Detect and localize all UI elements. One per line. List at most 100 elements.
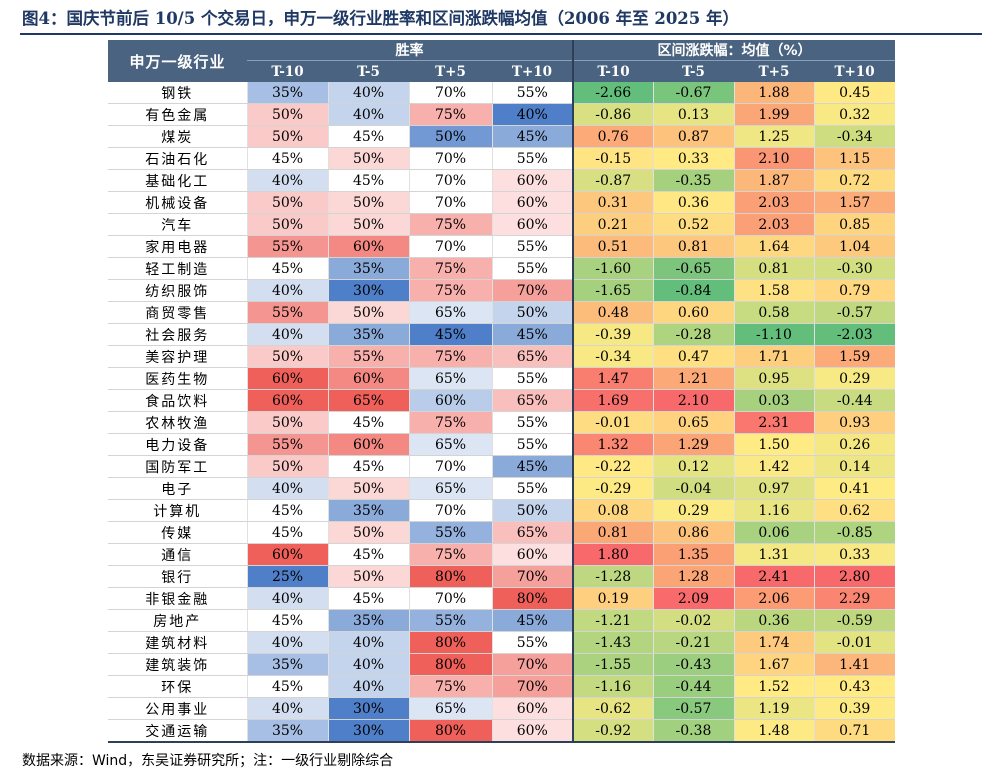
win-rate-cell: 45% bbox=[246, 147, 328, 170]
return-cell: 1.47 bbox=[572, 367, 653, 390]
return-cell: 0.33 bbox=[652, 147, 734, 170]
win-rate-cell: 50% bbox=[327, 147, 409, 170]
win-rate-cell: 50% bbox=[327, 521, 409, 544]
win-rate-cell: 60% bbox=[246, 543, 328, 566]
return-cell: 0.43 bbox=[813, 675, 896, 698]
return-cell: -2.03 bbox=[813, 323, 896, 346]
industry-name: 环保 bbox=[108, 675, 247, 698]
win-rate-cell: 50% bbox=[246, 455, 328, 478]
table-row: 环保 45% 40% 75% 70% -1.16 -0.44 1.52 0.43 bbox=[108, 675, 896, 698]
table-row: 非银金融 40% 45% 70% 80% 0.19 2.09 2.06 2.29 bbox=[108, 587, 896, 610]
return-cell: 0.72 bbox=[813, 169, 896, 192]
industry-stats-table: 申万一级行业 胜率 区间涨跌幅：均值（%） T-10 T-5 T+5 T+10 T-10… bbox=[108, 40, 896, 743]
win-rate-cell: 35% bbox=[246, 653, 328, 676]
win-rate-cell: 70% bbox=[408, 499, 492, 522]
return-cell: 0.36 bbox=[652, 191, 734, 214]
return-cell: 0.26 bbox=[813, 433, 896, 456]
win-rate-cell: 70% bbox=[408, 82, 492, 104]
win-rate-cell: 60% bbox=[491, 169, 573, 192]
return-cell: -1.43 bbox=[572, 631, 653, 654]
return-cell: 0.48 bbox=[572, 301, 653, 324]
table-row: 食品饮料 60% 65% 60% 65% 1.69 2.10 0.03 -0.44 bbox=[108, 389, 896, 412]
industry-name: 商贸零售 bbox=[108, 301, 247, 324]
return-cell: -0.30 bbox=[813, 257, 896, 280]
return-cell: 0.97 bbox=[733, 477, 814, 500]
win-rate-cell: 50% bbox=[327, 191, 409, 214]
table-row: 银行 25% 50% 80% 70% -1.28 1.28 2.41 2.80 bbox=[108, 565, 896, 588]
return-cell: -1.60 bbox=[572, 257, 653, 280]
industry-name: 煤炭 bbox=[108, 125, 247, 148]
win-rate-cell: 50% bbox=[246, 213, 328, 236]
table-body: 钢铁 35% 40% 70% 55% -2.66 -0.67 1.88 0.45 有色金属 50% 4… bbox=[108, 82, 896, 743]
return-cell: 1.48 bbox=[733, 719, 814, 743]
return-group-header: 区间涨跌幅：均值（%） bbox=[571, 40, 896, 61]
win-rate-cell: 55% bbox=[491, 477, 573, 500]
return-cell: 0.71 bbox=[813, 719, 896, 743]
return-period-header: T+5 bbox=[734, 60, 814, 82]
return-cell: -0.01 bbox=[572, 411, 653, 434]
win-rate-cell: 60% bbox=[491, 543, 573, 566]
return-cell: 1.41 bbox=[813, 653, 896, 676]
return-cell: 0.29 bbox=[652, 499, 734, 522]
table-row: 传媒 45% 50% 55% 65% 0.81 0.86 0.06 -0.85 bbox=[108, 521, 896, 544]
return-cell: -0.59 bbox=[813, 609, 896, 632]
table-row: 家用电器 55% 60% 70% 55% 0.51 0.81 1.64 1.04 bbox=[108, 235, 896, 258]
return-cell: 1.52 bbox=[733, 675, 814, 698]
win-rate-cell: 45% bbox=[491, 323, 573, 346]
return-cell: 2.03 bbox=[733, 191, 814, 214]
figure-title: 图4：国庆节前后 10/5 个交易日，申万一级行业胜率和区间涨跌幅均值（2006… bbox=[22, 9, 740, 28]
table-row: 通信 60% 45% 75% 60% 1.80 1.35 1.31 0.33 bbox=[108, 543, 896, 566]
return-cell: 1.28 bbox=[652, 565, 734, 588]
win-rate-cell: 50% bbox=[327, 301, 409, 324]
win-rate-cell: 55% bbox=[246, 433, 328, 456]
win-rate-cell: 60% bbox=[246, 389, 328, 412]
return-period-header: T-5 bbox=[653, 60, 734, 82]
win-rate-cell: 50% bbox=[408, 125, 492, 148]
industry-name: 机械设备 bbox=[108, 191, 247, 214]
table-row: 公用事业 40% 30% 65% 60% -0.62 -0.57 1.19 0.39 bbox=[108, 697, 896, 720]
return-cell: -0.43 bbox=[652, 653, 734, 676]
win-rate-cell: 75% bbox=[408, 345, 492, 368]
return-cell: -0.38 bbox=[652, 719, 734, 743]
return-cell: 1.69 bbox=[572, 389, 653, 412]
return-cell: 1.58 bbox=[733, 279, 814, 302]
win-rate-cell: 40% bbox=[246, 697, 328, 720]
win-rate-cell: 40% bbox=[246, 323, 328, 346]
return-cell: -0.22 bbox=[572, 455, 653, 478]
win-rate-cell: 65% bbox=[408, 301, 492, 324]
return-cell: -0.92 bbox=[572, 719, 653, 743]
win-rate-cell: 50% bbox=[246, 345, 328, 368]
return-cell: 0.65 bbox=[652, 411, 734, 434]
win-rate-cell: 80% bbox=[408, 719, 492, 743]
return-cell: 2.03 bbox=[733, 213, 814, 236]
return-cell: 0.76 bbox=[572, 125, 653, 148]
win-rate-cell: 40% bbox=[246, 279, 328, 302]
win-rate-cell: 40% bbox=[327, 675, 409, 698]
win-rate-cell: 40% bbox=[246, 587, 328, 610]
win-rate-cell: 80% bbox=[408, 653, 492, 676]
return-cell: 1.57 bbox=[813, 191, 896, 214]
win-rate-cell: 50% bbox=[246, 411, 328, 434]
win-rate-cell: 65% bbox=[408, 697, 492, 720]
win-rate-cell: 60% bbox=[327, 433, 409, 456]
win-rate-cell: 35% bbox=[327, 257, 409, 280]
source-note: 数据来源：Wind，东吴证券研究所；注：一级行业剔除综合 bbox=[22, 753, 394, 769]
win-rate-cell: 55% bbox=[408, 521, 492, 544]
win-rate-period-header: T+5 bbox=[409, 60, 492, 82]
table-row: 石油石化 45% 50% 70% 55% -0.15 0.33 2.10 1.15 bbox=[108, 147, 896, 170]
table-row: 商贸零售 55% 50% 65% 50% 0.48 0.60 0.58 -0.57 bbox=[108, 301, 896, 324]
win-rate-cell: 55% bbox=[491, 82, 573, 104]
return-cell: 0.14 bbox=[813, 455, 896, 478]
win-rate-cell: 50% bbox=[491, 301, 573, 324]
table-row: 美容护理 50% 55% 75% 65% -0.34 0.47 1.71 1.59 bbox=[108, 345, 896, 368]
return-cell: 0.08 bbox=[572, 499, 653, 522]
win-rate-cell: 70% bbox=[408, 235, 492, 258]
win-rate-cell: 65% bbox=[491, 521, 573, 544]
win-rate-cell: 40% bbox=[246, 477, 328, 500]
win-rate-cell: 60% bbox=[327, 235, 409, 258]
return-cell: 1.31 bbox=[733, 543, 814, 566]
win-rate-cell: 40% bbox=[246, 631, 328, 654]
table-row: 煤炭 50% 45% 50% 45% 0.76 0.87 1.25 -0.34 bbox=[108, 125, 896, 148]
table-row: 汽车 50% 50% 75% 60% 0.21 0.52 2.03 0.85 bbox=[108, 213, 896, 236]
return-cell: 0.81 bbox=[733, 257, 814, 280]
